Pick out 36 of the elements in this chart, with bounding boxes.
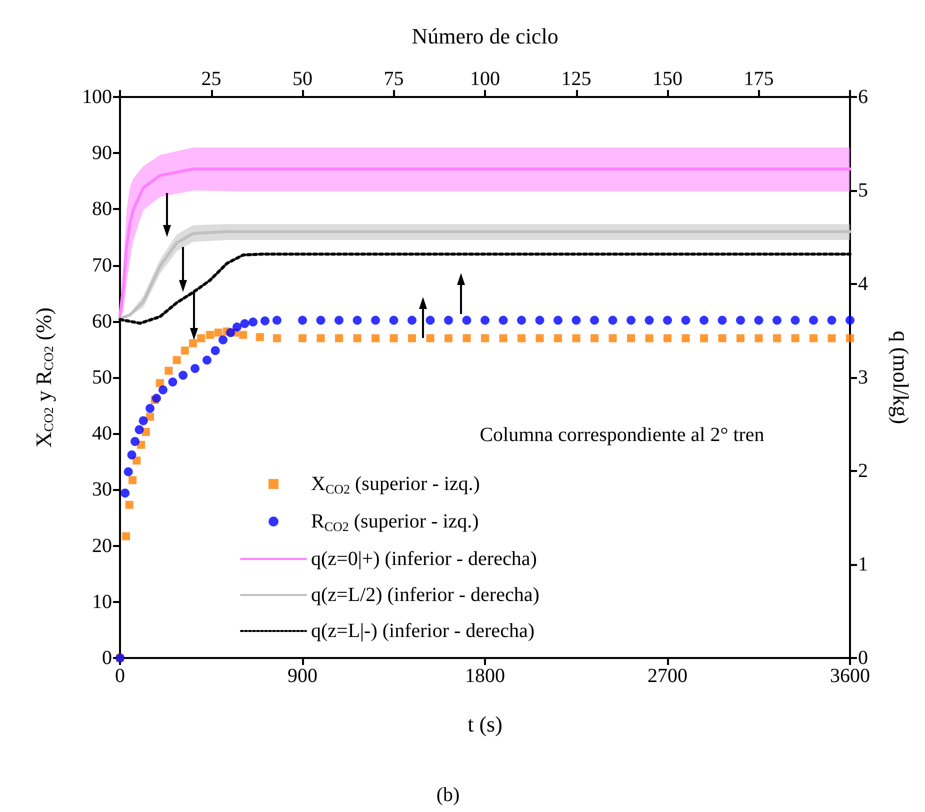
x-tick-label: 2700 (648, 665, 688, 687)
y2-tick-label: 1 (858, 554, 868, 576)
x2-tick-label: 150 (652, 68, 682, 90)
x-tick-label: 1800 (465, 665, 505, 687)
legend-label: q(z=L|-) (inferior - derecha) (311, 620, 534, 642)
y2-tick-label: 5 (858, 180, 868, 202)
x-tick-label: 900 (288, 665, 318, 687)
x2-tick-label: 50 (292, 68, 312, 90)
y2-tick-label: 6 (858, 86, 868, 108)
x2-tick-label: 25 (201, 68, 222, 90)
y2-tick-label: 3 (858, 366, 868, 388)
y-tick-label: 20 (92, 534, 112, 557)
x2-axis-title: Número de ciclo (412, 24, 558, 48)
legend-label: q(z=0|+) (inferior - derecha) (311, 548, 537, 570)
y-axis-title: XCO2 y RCO2 (%) (31, 307, 56, 448)
text: (b) (436, 784, 460, 806)
x2-tick-label: 175 (744, 68, 774, 90)
y2-axis-title: q (mol/kg) (888, 330, 914, 424)
x2-tick-label: 75 (384, 68, 404, 90)
y-tick-label: 10 (92, 590, 112, 613)
x2-tick-label: 100 (470, 68, 500, 90)
y-tick-label: 30 (92, 478, 112, 501)
y2-tick-label: 4 (858, 273, 868, 295)
annotation: Columna correspondiente al 2° tren (480, 424, 764, 446)
y-tick-label: 0 (102, 647, 112, 669)
y2-tick-label: 2 (858, 460, 868, 482)
y-tick-label: 90 (92, 142, 112, 164)
y-tick-label: 70 (92, 254, 112, 276)
x-axis-title: t (s) (468, 712, 502, 736)
legend-label: q(z=L/2) (inferior - derecha) (311, 584, 540, 606)
y-tick-label: 50 (92, 366, 112, 388)
y-tick-label: 40 (92, 422, 112, 445)
x2-tick-label: 125 (561, 68, 592, 90)
y-tick-label: 60 (92, 310, 112, 332)
y-tick-label: 80 (92, 198, 112, 220)
y-tick-label: 100 (82, 86, 112, 108)
